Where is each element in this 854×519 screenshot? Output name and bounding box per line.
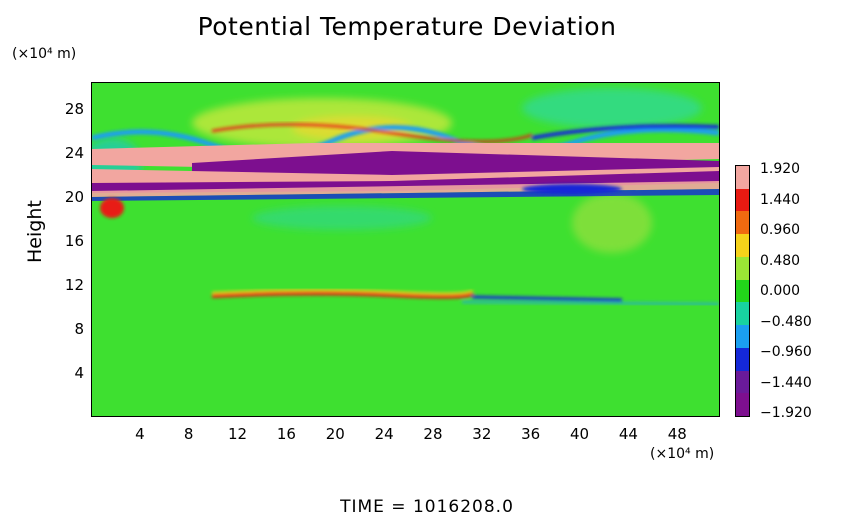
colorbar-segment	[736, 166, 749, 190]
colorbar-label: −1.920	[760, 405, 812, 421]
x-tick-label: 16	[276, 425, 296, 443]
x-tick-label: 44	[618, 425, 638, 443]
x-tick-label: 28	[423, 425, 443, 443]
y-tick-label: 4	[74, 364, 84, 383]
colorbar-segment	[736, 256, 749, 281]
x-tick-label: 36	[521, 425, 541, 443]
x-tick-label: 40	[569, 425, 590, 443]
colorbar-label: 1.920	[760, 161, 801, 177]
lower-warm-layer-glow	[211, 288, 474, 296]
wave-crest-2	[211, 123, 533, 143]
colorbar-label: −0.480	[760, 313, 812, 330]
x-tick-label: 48	[667, 425, 687, 443]
colorbar-segment	[736, 370, 749, 394]
right-cool-blob	[522, 184, 622, 194]
colorbar-segment	[736, 279, 749, 303]
y-tick-label: 16	[64, 232, 84, 251]
y-tick-label: 12	[64, 276, 84, 295]
x-axis-unit: (×10⁴ m)	[650, 446, 715, 462]
colorbar-segment	[736, 188, 749, 212]
colorbar-segment	[736, 211, 749, 235]
wave-crest-1	[92, 125, 719, 158]
colorbar	[735, 165, 750, 417]
upper-right-cool-patch	[522, 88, 702, 128]
colorbar-label: −0.960	[760, 344, 812, 360]
lower-cool-layer-glow	[461, 300, 719, 306]
x-tick-label: 32	[472, 425, 492, 443]
y-axis-unit: (×10⁴ m)	[12, 46, 77, 62]
colorbar-label: 0.960	[760, 222, 801, 238]
y-tick-label: 20	[64, 188, 84, 207]
lower-warm-layer	[211, 291, 474, 299]
mid-right-patch	[572, 193, 652, 253]
x-tick-label: 4	[135, 425, 145, 443]
chart-title: Potential Temperature Deviation	[197, 12, 617, 41]
y-tick-label: 28	[64, 100, 84, 119]
heatmap-plot-area	[91, 82, 720, 417]
mid-cool-patch	[252, 206, 432, 230]
colorbar-segment	[736, 234, 749, 258]
lower-cool-layer	[471, 295, 623, 302]
colorbar-segment	[736, 393, 749, 417]
time-label: TIME = 1016208.0	[340, 497, 514, 517]
x-tick-label: 24	[374, 425, 394, 443]
y-tick-label: 24	[64, 144, 84, 163]
colorbar-label: 0.480	[760, 252, 801, 269]
colorbar-label: 0.000	[760, 283, 801, 299]
wave-crest-3	[531, 124, 719, 140]
left-warm-blob	[100, 198, 124, 218]
x-tick-label: 8	[183, 425, 194, 443]
x-tick-label: 12	[228, 425, 248, 443]
heatmap-svg	[92, 83, 719, 416]
colorbar-segment	[736, 302, 749, 326]
x-tick-label: 20	[325, 425, 345, 443]
band-purple-lower	[92, 171, 719, 193]
y-tick-label: 8	[74, 320, 84, 339]
colorbar-label: −1.440	[760, 374, 812, 391]
colorbar-label: 1.440	[760, 191, 801, 208]
colorbar-segment	[736, 347, 749, 372]
colorbar-segment	[736, 325, 749, 349]
